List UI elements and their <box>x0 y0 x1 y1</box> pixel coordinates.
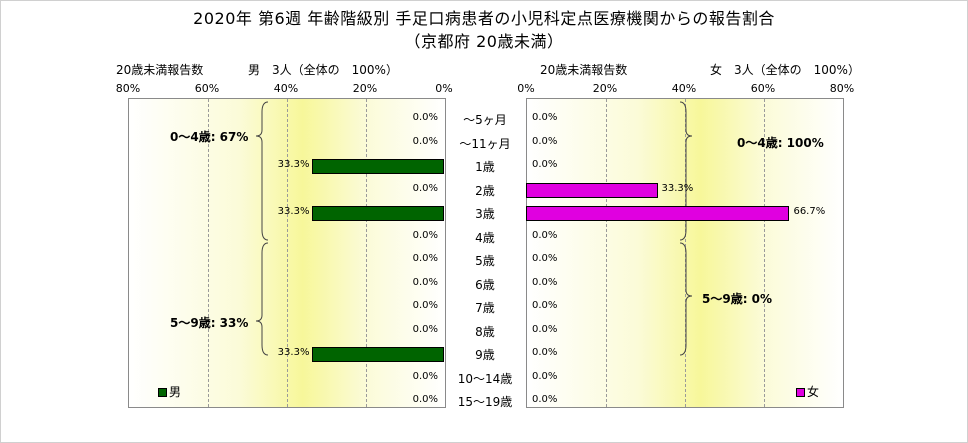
category-label: 5歳 <box>475 254 495 268</box>
female-value-label: 0.0% <box>532 229 558 241</box>
male-gridline <box>366 99 367 407</box>
category-label: 1歳 <box>475 160 495 174</box>
right-axis-tick: 20% <box>592 82 618 95</box>
male-value-label: 0.0% <box>412 229 438 241</box>
category-label: 3歳 <box>475 207 495 221</box>
female-value-label: 0.0% <box>532 323 558 335</box>
category-label: 9歳 <box>475 348 495 362</box>
right-axis-tick: 80% <box>829 82 855 95</box>
male-value-label: 0.0% <box>412 253 438 264</box>
male-value-label: 0.0% <box>412 394 438 405</box>
female-group-0-4: 0～4歳: 100% <box>737 136 824 150</box>
female-value-label: 0.0% <box>532 276 558 288</box>
category-label: 4歳 <box>475 230 495 245</box>
male-gridline <box>208 99 209 407</box>
left-axis-tick: 60% <box>194 82 220 95</box>
female-group-5-9: 5～9歳: 0% <box>702 292 773 306</box>
chart-title: 2020年 第6週 年齢階級別 手足口病患者の小児科定点医療機関からの報告割合 <box>193 9 775 28</box>
male-group-0-4: 0～4歳: 67% <box>170 130 249 144</box>
male-value-label: 0.0% <box>412 300 438 311</box>
right-axis-tick: 60% <box>750 82 776 95</box>
female-plot-area <box>526 98 844 408</box>
male-bar <box>312 347 444 362</box>
male-bar <box>312 159 444 174</box>
left-axis-tick: 40% <box>273 82 299 95</box>
category-label: ～5ヶ月 <box>463 113 507 127</box>
male-value-label: 33.3% <box>277 347 310 358</box>
female-value-label: 66.7% <box>793 206 826 217</box>
category-label: 8歳 <box>475 324 495 339</box>
female-gridline <box>606 99 607 407</box>
left-group-braces <box>255 101 269 356</box>
right-axis-tick: 40% <box>671 82 697 95</box>
chart-subtitle: （京都府 20歳未満） <box>404 32 564 51</box>
female-value-label: 0.0% <box>532 370 558 382</box>
male-bar <box>312 206 444 221</box>
female-gridline <box>764 99 765 407</box>
female-bar <box>526 182 658 198</box>
left-header-label: 20歳未満報告数 <box>116 63 204 77</box>
female-value-label: 0.0% <box>532 394 558 405</box>
male-value-label: 0.0% <box>412 112 438 123</box>
female-value-label: 0.0% <box>532 347 558 358</box>
left-axis-tick: 80% <box>115 82 141 95</box>
female-value-label: 0.0% <box>532 112 558 123</box>
male-gridline <box>287 99 288 407</box>
category-label: 15～19歳 <box>457 395 513 409</box>
left-axis-tick: 0% <box>435 82 453 95</box>
male-value-label: 0.0% <box>412 323 438 335</box>
female-value-label: 0.0% <box>532 253 558 264</box>
category-label: 7歳 <box>475 301 495 315</box>
female-value-label: 0.0% <box>532 135 558 147</box>
female-value-label: 0.0% <box>532 159 558 170</box>
male-value-label: 0.0% <box>412 182 438 194</box>
male-value-label: 0.0% <box>412 276 438 288</box>
female-value-label: 0.0% <box>532 300 558 311</box>
category-label: 2歳 <box>475 183 495 198</box>
right-header-label: 20歳未満報告数 <box>540 63 628 77</box>
male-legend-label: 男 <box>169 385 182 399</box>
male-value-label: 33.3% <box>277 159 310 170</box>
female-legend-swatch <box>796 388 805 397</box>
male-value-label: 0.0% <box>412 135 438 147</box>
left-header-total: 男 3人（全体の 100%） <box>248 63 398 77</box>
left-axis-tick: 20% <box>352 82 378 95</box>
category-label: ～11ヶ月 <box>459 136 511 151</box>
female-legend-label: 女 <box>807 385 820 399</box>
male-value-label: 0.0% <box>412 370 438 382</box>
category-label: 6歳 <box>475 277 495 292</box>
male-legend-swatch <box>158 388 167 397</box>
male-legend: 男 <box>158 383 181 400</box>
female-bar <box>526 206 790 221</box>
female-value-label: 33.3% <box>661 182 694 194</box>
right-header-total: 女 3人（全体の 100%） <box>710 63 860 77</box>
right-group-braces <box>679 101 693 356</box>
category-label: 10～14歳 <box>457 371 513 386</box>
female-legend: 女 <box>796 383 819 400</box>
right-axis-tick: 0% <box>517 82 535 95</box>
male-value-label: 33.3% <box>277 206 310 217</box>
male-group-5-9: 5～9歳: 33% <box>170 316 249 330</box>
